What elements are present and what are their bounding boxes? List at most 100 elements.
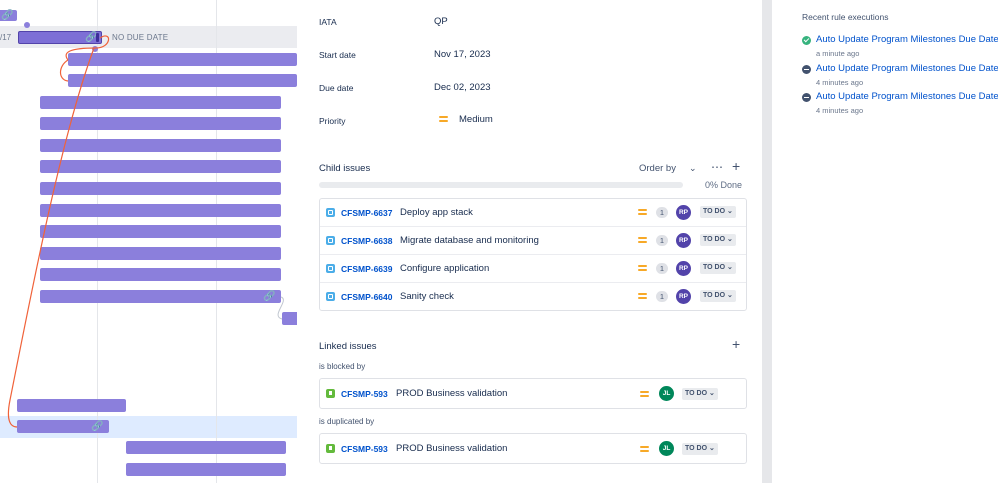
linked-issues-list: CFSMP-593 PROD Business validation JL TO…: [319, 433, 747, 464]
issue-summary[interactable]: Deploy app stack: [400, 207, 473, 218]
gantt-bar[interactable]: [40, 96, 281, 109]
no-actions-icon: [802, 93, 811, 102]
field-label-iata: IATA: [319, 17, 337, 27]
child-issue-row[interactable]: CFSMP-6640 Sanity check 1 RP TO DO ⌄: [320, 283, 746, 310]
story-icon: [326, 389, 335, 398]
status-dropdown[interactable]: TO DO ⌄: [700, 206, 736, 218]
panel-divider[interactable]: [762, 0, 772, 483]
issue-summary[interactable]: Configure application: [400, 263, 490, 274]
gantt-bar[interactable]: [40, 139, 281, 152]
status-dropdown[interactable]: TO DO ⌄: [682, 443, 718, 455]
chevron-down-icon[interactable]: ⌄: [689, 163, 697, 173]
execution-time: 4 minutes ago: [816, 106, 864, 115]
story-icon: [326, 444, 335, 453]
more-icon[interactable]: ⋯: [711, 160, 723, 174]
status-label: TO DO: [685, 390, 708, 397]
assignee-avatar[interactable]: RP: [676, 289, 691, 304]
priority-medium-icon: [638, 293, 647, 300]
assignee-avatar[interactable]: JL: [659, 386, 674, 401]
gantt-bar[interactable]: [40, 117, 281, 130]
issue-key-link[interactable]: CFSMP-593: [341, 444, 388, 454]
assignee-avatar[interactable]: RP: [676, 233, 691, 248]
child-issue-row[interactable]: CFSMP-6639 Configure application 1 RP TO…: [320, 255, 746, 283]
field-value-priority[interactable]: Medium: [459, 114, 493, 125]
gantt-bar[interactable]: [40, 290, 281, 303]
gantt-bar[interactable]: [40, 225, 281, 238]
issue-key-link[interactable]: CFSMP-6637: [341, 208, 393, 218]
no-actions-icon: [802, 65, 811, 74]
subtask-icon: [326, 208, 335, 217]
status-label: TO DO: [703, 236, 726, 243]
dependency-lines: [7, 35, 284, 428]
assignee-avatar[interactable]: RP: [676, 261, 691, 276]
child-issues-list: CFSMP-6637 Deploy app stack 1 RP TO DO ⌄…: [319, 198, 747, 311]
add-linked-issue-icon[interactable]: +: [732, 336, 741, 352]
gantt-bar[interactable]: [282, 312, 297, 325]
issue-summary[interactable]: PROD Business validation: [396, 443, 508, 454]
child-issues-progress-bar: [319, 182, 683, 188]
issue-key-link[interactable]: CFSMP-593: [341, 389, 388, 399]
issue-key-link[interactable]: CFSMP-6640: [341, 292, 393, 302]
timeline-gridline: [216, 0, 217, 483]
status-label: TO DO: [685, 445, 708, 452]
gantt-bar[interactable]: [126, 441, 286, 454]
issue-key-link[interactable]: CFSMP-6639: [341, 264, 393, 274]
gantt-bar[interactable]: [126, 463, 286, 476]
rule-execution-link[interactable]: Auto Update Program Milestones Due Date: [816, 91, 998, 102]
progress-done-text: 0% Done: [705, 180, 743, 190]
priority-medium-icon: [638, 209, 647, 216]
child-issue-row[interactable]: CFSMP-6638 Migrate database and monitori…: [320, 227, 746, 255]
gantt-bar[interactable]: [68, 74, 297, 87]
gantt-bar[interactable]: [40, 268, 281, 281]
linked-issue-row[interactable]: CFSMP-593 PROD Business validation JL TO…: [320, 434, 746, 463]
gantt-timeline[interactable]: /17 NO DUE DATE 🔗 🔗 🔗 🔗: [0, 0, 297, 483]
linked-issue-row[interactable]: CFSMP-593 PROD Business validation JL TO…: [320, 379, 746, 408]
no-due-date-label: NO DUE DATE: [112, 33, 169, 42]
gantt-bar[interactable]: [40, 247, 281, 260]
dependency-line: [7, 47, 95, 428]
rule-execution-link[interactable]: Auto Update Program Milestones Due Date: [816, 63, 998, 74]
priority-medium-icon: [640, 391, 649, 398]
automation-sidebar: Recent rule executions Auto Update Progr…: [772, 0, 998, 483]
order-by-button[interactable]: Order by: [639, 163, 676, 174]
dependency-line: [277, 296, 284, 320]
field-value-due-date[interactable]: Dec 02, 2023: [434, 82, 491, 93]
add-child-issue-icon[interactable]: +: [732, 158, 741, 174]
gantt-bar[interactable]: [40, 182, 281, 195]
status-dropdown[interactable]: TO DO ⌄: [700, 234, 736, 246]
issue-summary[interactable]: PROD Business validation: [396, 388, 508, 399]
dependency-handle[interactable]: [92, 46, 98, 52]
date-stub: /17: [0, 33, 12, 42]
rule-execution-link[interactable]: Auto Update Program Milestones Due Date: [816, 34, 998, 45]
issue-summary[interactable]: Sanity check: [400, 291, 454, 302]
priority-medium-icon: [640, 446, 649, 453]
issue-key-link[interactable]: CFSMP-6638: [341, 236, 393, 246]
status-dropdown[interactable]: TO DO ⌄: [700, 290, 736, 302]
status-dropdown[interactable]: TO DO ⌄: [682, 388, 718, 400]
field-value-start-date[interactable]: Nov 17, 2023: [434, 49, 491, 60]
field-label-due-date: Due date: [319, 83, 354, 93]
gantt-bar[interactable]: [40, 204, 281, 217]
success-icon: [802, 36, 811, 45]
assignee-avatar[interactable]: JL: [659, 441, 674, 456]
issue-detail-panel: IATA QP Start date Nov 17, 2023 Due date…: [297, 0, 762, 483]
priority-medium-icon: [638, 265, 647, 272]
child-issue-row[interactable]: CFSMP-6637 Deploy app stack 1 RP TO DO ⌄: [320, 199, 746, 227]
gantt-bar[interactable]: [40, 160, 281, 173]
resize-handle[interactable]: [96, 33, 99, 42]
gantt-bar[interactable]: [17, 399, 126, 412]
field-value-iata[interactable]: QP: [434, 16, 448, 27]
issue-summary[interactable]: Migrate database and monitoring: [400, 235, 539, 246]
status-label: TO DO: [703, 208, 726, 215]
dependency-line: [65, 35, 110, 61]
gantt-bar[interactable]: [68, 53, 297, 66]
relation-label: is duplicated by: [319, 417, 375, 426]
gantt-bar[interactable]: [17, 420, 109, 433]
story-points-badge: 1: [656, 207, 668, 218]
status-dropdown[interactable]: TO DO ⌄: [700, 262, 736, 274]
dependency-handle[interactable]: [24, 22, 30, 28]
recent-rule-executions-title: Recent rule executions: [802, 12, 889, 22]
subtask-icon: [326, 292, 335, 301]
gantt-bar[interactable]: [0, 10, 17, 21]
assignee-avatar[interactable]: RP: [676, 205, 691, 220]
